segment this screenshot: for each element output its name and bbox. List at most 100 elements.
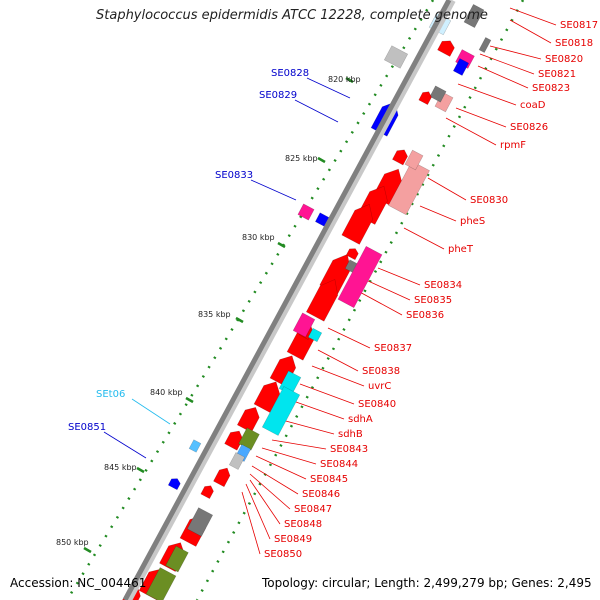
leader-line — [445, 117, 497, 146]
leader-line — [245, 483, 271, 540]
gene-label-se0838: SE0838 — [362, 366, 400, 377]
gene-feature — [418, 91, 432, 105]
gene-label-se0840: SE0840 — [358, 399, 396, 410]
ruler-tick — [185, 396, 194, 404]
ruler-tick-label: 850 kbp — [56, 538, 89, 547]
gene-label-sdha: sdhA — [348, 414, 373, 425]
leader-line — [403, 227, 445, 250]
gene-label-se0821: SE0821 — [538, 69, 576, 80]
gene-label-se0848: SE0848 — [284, 519, 322, 530]
inner-dotted-track — [65, 0, 435, 600]
gene-feature — [429, 85, 447, 103]
leader-line — [281, 419, 335, 435]
gene-label-se0823: SE0823 — [532, 83, 570, 94]
gene-label-se0818: SE0818 — [555, 38, 593, 49]
leader-line — [509, 19, 552, 44]
gene-label-sdhb: sdhB — [338, 429, 363, 440]
gene-label-se0829: SE0829 — [259, 90, 297, 101]
gene-label-se0820: SE0820 — [545, 54, 583, 65]
leader-line — [355, 289, 403, 316]
gene-feature — [463, 4, 485, 28]
leader-line — [489, 45, 542, 60]
gene-label-se0846: SE0846 — [302, 489, 340, 500]
leader-line — [306, 77, 351, 99]
ruler-tick — [136, 466, 145, 474]
ruler-tick-label: 835 kbp — [198, 310, 231, 319]
leader-line — [241, 491, 261, 555]
backbone-shadow — [124, 0, 456, 600]
cds-feature — [200, 485, 214, 499]
gene-feature — [292, 312, 316, 338]
gene-label-set06: SEt06 — [96, 389, 125, 400]
gene-feature — [478, 37, 492, 53]
cds-feature — [236, 407, 260, 433]
leader-line — [261, 447, 317, 465]
gene-label-se0826: SE0826 — [510, 122, 548, 133]
ruler-tick-label: 825 kbp — [285, 154, 318, 163]
gene-label-se0837: SE0837 — [374, 343, 412, 354]
cds-feature — [224, 430, 244, 451]
leader-line — [255, 455, 307, 480]
gene-features — [119, 4, 492, 600]
gene-feature — [145, 567, 177, 600]
leader-line — [317, 349, 359, 372]
gene-label-se0844: SE0844 — [320, 459, 358, 470]
gene-label-se0830: SE0830 — [470, 195, 508, 206]
gene-label-se0845: SE0845 — [310, 474, 348, 485]
genome-title: Staphylococcus epidermidis ATCC 12228, c… — [96, 8, 488, 23]
leader-line — [295, 401, 345, 420]
gene-feature — [437, 40, 455, 57]
leader-line — [250, 179, 297, 201]
gene-label-se0836: SE0836 — [406, 310, 444, 321]
gene-label-se0847: SE0847 — [294, 504, 332, 515]
gene-feature — [188, 439, 202, 453]
leader-line — [427, 177, 467, 201]
leader-line — [457, 83, 517, 106]
outer-dotted-track — [195, 0, 525, 600]
cds-feature — [341, 203, 373, 245]
gene-feature — [165, 545, 189, 573]
gene-label-se0849: SE0849 — [274, 534, 312, 545]
label-leader-lines — [103, 7, 557, 555]
gene-label-phes: pheS — [460, 216, 485, 227]
leader-line — [419, 205, 457, 222]
gene-feature — [344, 259, 358, 273]
gene-feature — [186, 507, 214, 537]
accession-text: Accession: NC_004461 — [10, 576, 147, 590]
cds-feature — [305, 279, 339, 322]
cds-feature — [383, 45, 409, 69]
topology-text: Topology: circular; Length: 2,499,279 bp… — [262, 576, 592, 590]
gene-feature — [307, 327, 323, 343]
gene-labels: 820 kbp 825 kbp 830 kbp 835 kbp 840 kbp 845 k… — [56, 20, 598, 560]
gene-label-rpmf: rpmF — [500, 140, 526, 151]
leader-line — [311, 365, 365, 387]
gene-label-se0850: SE0850 — [264, 549, 302, 560]
leader-line — [455, 107, 507, 128]
gene-label-se0851: SE0851 — [68, 422, 106, 433]
gene-label-phet: pheT — [448, 244, 474, 255]
leader-line — [249, 479, 281, 525]
leader-line — [509, 7, 557, 26]
gene-feature — [452, 58, 470, 76]
ruler-tick — [317, 156, 326, 164]
gene-feature — [167, 478, 181, 491]
gene-label-se0834: SE0834 — [424, 280, 462, 291]
leader-line — [131, 398, 171, 425]
gene-feature — [337, 245, 383, 309]
ruler-tick — [345, 76, 354, 84]
cds-feature — [253, 381, 281, 413]
ruler-tick-label: 840 kbp — [150, 388, 183, 397]
gene-label-se0835: SE0835 — [414, 295, 452, 306]
cds-feature — [392, 149, 408, 166]
genome-backbone — [122, 0, 452, 600]
ruler-tick — [83, 546, 92, 554]
leader-line — [249, 473, 291, 510]
ruler-dotted-tracks — [65, 0, 525, 600]
leader-line — [479, 53, 535, 75]
ruler-tick-label: 820 kbp — [328, 75, 361, 84]
gene-label-se0828: SE0828 — [271, 68, 309, 79]
gene-label-se0833: SE0833 — [215, 170, 253, 181]
gene-label-se0817: SE0817 — [560, 20, 598, 31]
gene-label-coad: coaD — [520, 100, 546, 111]
